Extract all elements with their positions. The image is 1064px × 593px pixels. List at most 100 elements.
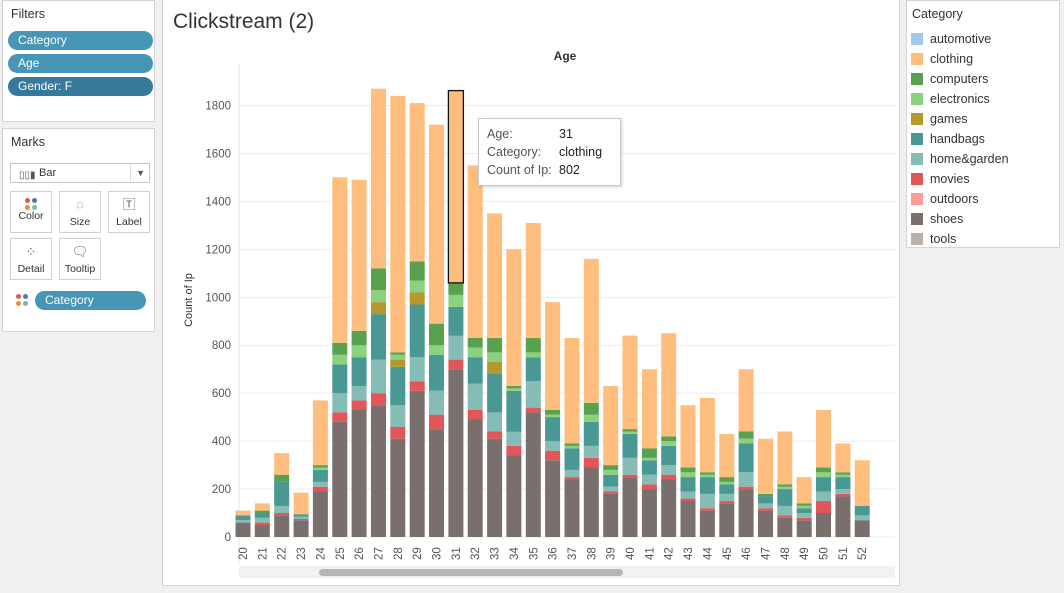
bar-segment-handbags[interactable] bbox=[680, 477, 696, 492]
bar-segment-electronics[interactable] bbox=[835, 474, 851, 478]
bar-segment-movies[interactable] bbox=[661, 474, 677, 480]
bar-segment-computers[interactable] bbox=[274, 474, 290, 482]
bar-segment-home&garden[interactable] bbox=[661, 465, 677, 475]
bar-segment-handbags[interactable] bbox=[506, 390, 522, 432]
bar-segment-electronics[interactable] bbox=[351, 345, 367, 358]
bar-segment-computers[interactable] bbox=[448, 282, 464, 295]
bar-segment-electronics[interactable] bbox=[525, 352, 541, 358]
bar-segment-shoes[interactable] bbox=[525, 412, 541, 537]
bar-segment-home&garden[interactable] bbox=[390, 405, 406, 427]
bar-segment-handbags[interactable] bbox=[525, 357, 541, 382]
bar-segment-clothing[interactable] bbox=[448, 90, 464, 283]
bar-segment-handbags[interactable] bbox=[371, 314, 386, 360]
bar-segment-handbags[interactable] bbox=[796, 508, 812, 513]
bar-segment-home&garden[interactable] bbox=[254, 517, 270, 523]
bar-segment-computers[interactable] bbox=[622, 429, 638, 432]
bar-segment-movies[interactable] bbox=[583, 457, 599, 468]
horizontal-scrollbar[interactable] bbox=[239, 566, 895, 578]
bar-segment-home&garden[interactable] bbox=[467, 383, 483, 410]
bar-segment-clothing[interactable] bbox=[758, 438, 773, 494]
bar-segment-clothing[interactable] bbox=[525, 223, 541, 339]
bar-segment-electronics[interactable] bbox=[409, 280, 425, 293]
bar-segment-shoes[interactable] bbox=[661, 479, 677, 538]
bar-segment-movies[interactable] bbox=[332, 412, 348, 422]
bar-segment-shoes[interactable] bbox=[603, 493, 619, 537]
bar-segment-electronics[interactable] bbox=[312, 467, 328, 470]
bar-segment-movies[interactable] bbox=[351, 400, 367, 410]
bar-segment-games[interactable] bbox=[409, 292, 425, 305]
bar-segment-computers[interactable] bbox=[429, 323, 444, 346]
filter-pill-category[interactable]: Category bbox=[8, 31, 153, 50]
bar-segment-electronics[interactable] bbox=[603, 469, 619, 475]
bar-segment-movies[interactable] bbox=[487, 431, 503, 439]
bar-segment-clothing[interactable] bbox=[661, 333, 677, 437]
color-field-pill[interactable]: Category bbox=[35, 291, 146, 310]
bar-segment-handbags[interactable] bbox=[448, 306, 464, 336]
bar-segment-clothing[interactable] bbox=[816, 409, 831, 468]
bar-segment-shoes[interactable] bbox=[293, 520, 309, 537]
bar-segment-clothing[interactable] bbox=[487, 213, 503, 339]
bar-segment-shoes[interactable] bbox=[409, 390, 425, 537]
bar-segment-movies[interactable] bbox=[506, 445, 522, 456]
bar-segment-handbags[interactable] bbox=[854, 505, 870, 516]
bar-segment-clothing[interactable] bbox=[564, 338, 580, 444]
bar-segment-computers[interactable] bbox=[680, 467, 696, 473]
bar-segment-computers[interactable] bbox=[409, 261, 425, 281]
bar-segment-shoes[interactable] bbox=[680, 501, 696, 537]
bar-segment-electronics[interactable] bbox=[467, 347, 483, 358]
bar-segment-home&garden[interactable] bbox=[293, 516, 309, 519]
bar-segment-shoes[interactable] bbox=[583, 467, 599, 538]
bar-segment-movies[interactable] bbox=[390, 426, 406, 439]
bar-segment-electronics[interactable] bbox=[545, 414, 561, 418]
bar-segment-clothing[interactable] bbox=[506, 249, 522, 386]
bar-segment-computers[interactable] bbox=[641, 448, 657, 458]
bar-segment-shoes[interactable] bbox=[816, 513, 831, 537]
bar-segment-computers[interactable] bbox=[758, 493, 773, 497]
bar-segment-computers[interactable] bbox=[699, 472, 715, 475]
bar-segment-shoes[interactable] bbox=[467, 419, 483, 538]
bar-segment-shoes[interactable] bbox=[622, 477, 638, 537]
bar-segment-shoes[interactable] bbox=[641, 489, 657, 537]
bar-segment-computers[interactable] bbox=[661, 436, 677, 442]
bar-segment-home&garden[interactable] bbox=[409, 357, 425, 382]
bar-segment-electronics[interactable] bbox=[429, 345, 444, 355]
bar-segment-handbags[interactable] bbox=[545, 417, 561, 442]
bar-segment-computers[interactable] bbox=[467, 338, 483, 348]
bar-segment-home&garden[interactable] bbox=[525, 381, 541, 408]
bar-segment-handbags[interactable] bbox=[254, 513, 270, 518]
bar-segment-shoes[interactable] bbox=[758, 510, 773, 537]
bar-segment-handbags[interactable] bbox=[583, 421, 599, 446]
size-button[interactable]: ◌ Size bbox=[59, 191, 101, 233]
bar-segment-home&garden[interactable] bbox=[641, 474, 657, 485]
bar-segment-clothing[interactable] bbox=[777, 431, 793, 485]
bar-segment-shoes[interactable] bbox=[738, 489, 754, 537]
bar-segment-clothing[interactable] bbox=[429, 124, 444, 324]
bar-segment-shoes[interactable] bbox=[506, 455, 522, 538]
bar-segment-computers[interactable] bbox=[487, 338, 503, 353]
bar-segment-clothing[interactable] bbox=[371, 88, 386, 269]
bar-segment-handbags[interactable] bbox=[312, 469, 328, 482]
bar-segment-electronics[interactable] bbox=[390, 354, 406, 360]
bar-segment-clothing[interactable] bbox=[409, 103, 425, 262]
bar-segment-movies[interactable] bbox=[680, 498, 696, 501]
bar-segment-home&garden[interactable] bbox=[487, 412, 503, 432]
bar-segment-home&garden[interactable] bbox=[371, 359, 386, 394]
bar-segment-handbags[interactable] bbox=[467, 357, 483, 384]
bar-segment-electronics[interactable] bbox=[816, 472, 831, 478]
bar-segment-clothing[interactable] bbox=[351, 179, 367, 331]
bar-segment-home&garden[interactable] bbox=[835, 489, 851, 494]
label-button[interactable]: 🅃 Label bbox=[108, 191, 150, 233]
bar-segment-clothing[interactable] bbox=[622, 335, 638, 430]
bar-segment-clothing[interactable] bbox=[680, 405, 696, 468]
bar-segment-computers[interactable] bbox=[545, 409, 561, 415]
bar-segment-handbags[interactable] bbox=[719, 484, 735, 494]
bar-segment-movies[interactable] bbox=[312, 486, 328, 492]
bar-segment-clothing[interactable] bbox=[390, 95, 406, 353]
bar-segment-shoes[interactable] bbox=[564, 479, 580, 538]
bar-segment-movies[interactable] bbox=[448, 359, 464, 370]
bar-segment-handbags[interactable] bbox=[835, 477, 851, 490]
bar-segment-home&garden[interactable] bbox=[351, 386, 367, 401]
bar-segment-movies[interactable] bbox=[371, 393, 386, 406]
bar-segment-electronics[interactable] bbox=[622, 431, 638, 434]
bar-segment-movies[interactable] bbox=[525, 407, 541, 413]
